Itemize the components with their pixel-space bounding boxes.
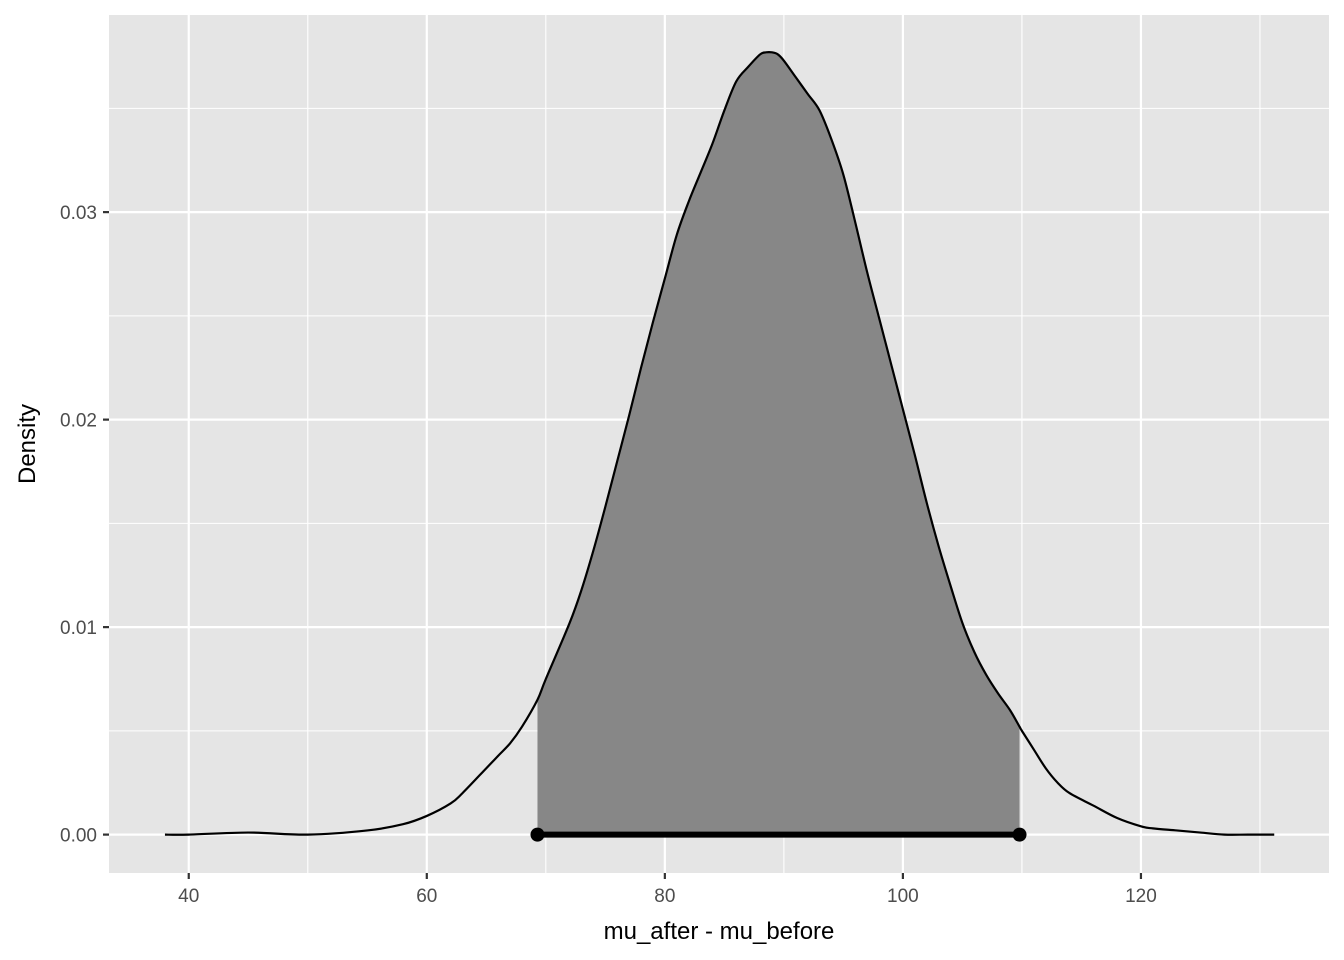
interval-end-point <box>1012 827 1027 842</box>
y-tick-label: 0.02 <box>60 411 97 432</box>
x-tick-label: 80 <box>654 886 675 907</box>
x-tick-label: 60 <box>416 886 437 907</box>
y-tick-label: 0.03 <box>60 203 97 224</box>
interval-start-point <box>530 827 545 842</box>
density-shaded-interval <box>537 52 1020 835</box>
x-axis: 40 60 80 100 120 <box>178 873 1157 907</box>
x-tick-label: 120 <box>1125 886 1157 907</box>
y-tick-label: 0.00 <box>60 826 97 847</box>
y-tick-label: 0.01 <box>60 618 97 639</box>
y-axis-title: Density <box>14 404 41 484</box>
density-curve <box>164 50 1275 836</box>
x-tick-label: 100 <box>887 886 919 907</box>
x-axis-title: mu_after - mu_before <box>604 918 835 945</box>
y-axis: 0.00 0.01 0.02 0.03 <box>60 203 109 847</box>
x-tick-label: 40 <box>178 886 199 907</box>
